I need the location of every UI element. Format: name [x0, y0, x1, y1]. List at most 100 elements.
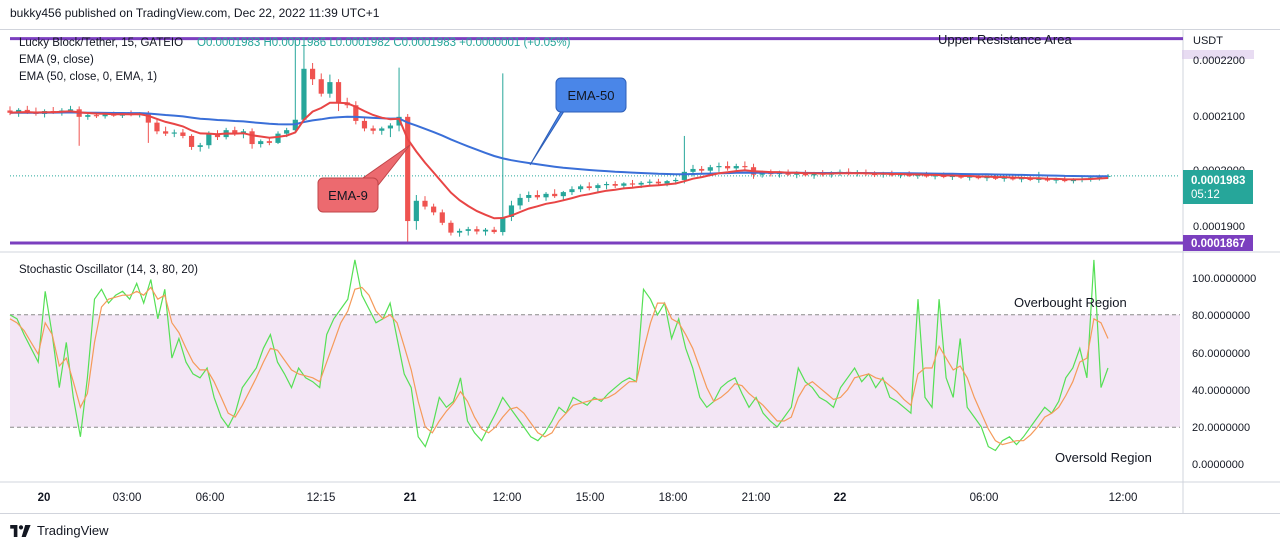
- candle-body: [647, 181, 653, 183]
- candle-body: [534, 195, 540, 198]
- legend-ema9: EMA (9, close): [19, 54, 94, 66]
- ema50-callout: EMA-50: [529, 77, 627, 166]
- candle-body: [612, 184, 618, 186]
- stoch-lines: [9, 259, 1109, 452]
- candle-body: [811, 173, 817, 176]
- candle-body: [673, 179, 679, 182]
- candle-body: [154, 122, 160, 132]
- candle-body: [353, 105, 359, 121]
- candle-body: [258, 141, 264, 145]
- stoch-tick-4: 20.0000000: [1192, 422, 1250, 434]
- price-axis[interactable]: USDT 0.0002200 0.0002100 0.0002000 0.000…: [1182, 35, 1254, 251]
- stoch-k-line: [9, 259, 1109, 452]
- candle-body: [335, 82, 342, 103]
- ema50-callout-pointer: [529, 104, 569, 166]
- stoch-tick-3: 40.0000000: [1192, 385, 1250, 397]
- candle-body: [690, 168, 696, 172]
- candle-body: [431, 206, 437, 213]
- candle-body: [310, 68, 316, 80]
- stoch-d-line: [9, 286, 1109, 446]
- time-tick-7: 18:00: [659, 492, 688, 504]
- price-axis-currency: USDT: [1193, 35, 1223, 47]
- candle-body: [214, 134, 221, 138]
- candle-body: [24, 109, 30, 112]
- stoch-tick-2: 60.0000000: [1192, 348, 1250, 360]
- chart-svg[interactable]: Lucky Block/Tether, 15, GATEIO O0.000198…: [0, 30, 1280, 513]
- candle-body: [543, 193, 549, 198]
- candle-body: [284, 130, 290, 134]
- time-tick-10: 06:00: [970, 492, 999, 504]
- legend-ema50: EMA (50, close, 0, EMA, 1): [19, 71, 157, 83]
- candle-body: [7, 110, 13, 113]
- candle-body: [871, 174, 878, 176]
- candle-body: [664, 181, 670, 184]
- resistance-axis-marker: [1182, 50, 1254, 59]
- publisher-header: bukky456 published on TradingView.com, D…: [10, 6, 380, 20]
- time-tick-0: 20: [38, 492, 51, 504]
- stoch-tick-0: 100.0000000: [1192, 273, 1256, 285]
- candle-body: [491, 229, 497, 233]
- candle-body: [508, 205, 515, 217]
- ema50-callout-label: EMA-50: [568, 88, 615, 103]
- footer: TradingView: [10, 523, 109, 538]
- stoch-axis[interactable]: 100.0000000 80.0000000 60.0000000 40.000…: [1192, 273, 1256, 471]
- candle-body: [266, 141, 272, 143]
- time-axis[interactable]: 20 03:00 06:00 12:15 21 12:00 15:00 18:0…: [38, 492, 1138, 504]
- candle-body: [379, 128, 385, 131]
- candle-body: [361, 120, 368, 129]
- candle-body: [387, 125, 394, 129]
- time-tick-6: 15:00: [576, 492, 605, 504]
- candle-body: [102, 114, 108, 117]
- candle-body: [681, 171, 687, 180]
- time-tick-9: 22: [834, 492, 847, 504]
- candle-body: [327, 82, 333, 94]
- tradingview-logo-icon: [10, 524, 31, 537]
- candle-body: [794, 173, 800, 175]
- candle-body: [413, 200, 419, 222]
- candle-body: [526, 195, 532, 198]
- candle-body: [578, 186, 584, 190]
- candle-body: [638, 182, 644, 185]
- candle-body: [482, 229, 489, 232]
- candle-body: [474, 229, 480, 232]
- candle-body: [707, 167, 713, 171]
- stoch-tick-5: 0.0000000: [1192, 459, 1244, 471]
- stoch-band: [10, 314, 1180, 428]
- candle-body: [967, 176, 973, 178]
- candle-body: [560, 192, 566, 197]
- candle-body: [724, 166, 731, 169]
- ema9-callout-box: [317, 177, 379, 213]
- candle-body: [759, 173, 765, 175]
- last-price-tag: [1183, 170, 1253, 204]
- footer-brand: TradingView: [37, 523, 109, 538]
- oversold-label: Oversold Region: [1055, 450, 1152, 465]
- candle-body: [465, 229, 471, 231]
- time-tick-1: 03:00: [113, 492, 142, 504]
- candle-body: [163, 131, 169, 134]
- ema9-line: [9, 101, 1109, 220]
- candle-body: [699, 168, 705, 171]
- candle-body: [318, 79, 324, 94]
- candle-body: [586, 186, 592, 189]
- candle-body: [984, 177, 990, 179]
- last-price-value: 0.0001983: [1191, 175, 1245, 187]
- candle-body: [232, 130, 238, 135]
- countdown-value: 05:12: [1191, 189, 1220, 201]
- candle-body: [742, 166, 748, 168]
- candle-body: [1036, 178, 1042, 180]
- overbought-label: Overbought Region: [1014, 295, 1127, 310]
- candle-body: [655, 181, 662, 184]
- candle-body: [1070, 179, 1077, 182]
- candle-body: [188, 135, 195, 147]
- candle-body: [716, 166, 722, 168]
- candle-body: [405, 116, 411, 222]
- candle-body: [67, 109, 74, 111]
- candle-body: [439, 212, 445, 223]
- price-tick-0: 0.0002200: [1193, 55, 1245, 67]
- candle-body: [1018, 178, 1025, 180]
- time-tick-11: 12:00: [1109, 492, 1138, 504]
- candle-body: [180, 132, 186, 136]
- time-tick-2: 06:00: [196, 492, 225, 504]
- candle-body: [370, 128, 376, 131]
- price-pane: [7, 37, 1183, 245]
